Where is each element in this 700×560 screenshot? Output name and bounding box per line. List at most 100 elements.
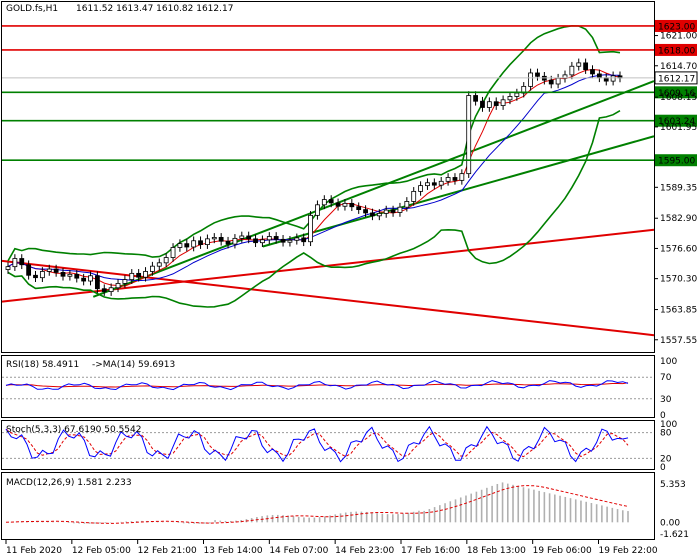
- candle-down: [301, 237, 307, 243]
- macd-axis: 5.353 0.00 -1.621: [660, 480, 689, 540]
- level-label: 1618.00: [658, 46, 695, 56]
- candle-up: [115, 283, 121, 289]
- indicator-tick-label: 0: [660, 411, 666, 421]
- rsi-panel: 100 70 30 0 RSI(18) 58.4911 ->MA(14) 59.691…: [1, 355, 677, 421]
- candle-up: [205, 238, 210, 246]
- current-price-label: 1612.17: [658, 74, 695, 84]
- time-tick-label: 18 Feb 13:00: [467, 546, 526, 556]
- candle-down: [473, 95, 478, 102]
- indicator-tick-label: 0.00: [660, 518, 680, 528]
- price-panel-frame: [1, 1, 655, 353]
- candle-up: [555, 77, 561, 85]
- indicator-tick-label: -1.621: [660, 530, 689, 540]
- time-tick-label: 11 Feb 2020: [6, 546, 62, 556]
- level-label: 1603.24: [658, 117, 695, 127]
- macd-panel-frame: [1, 472, 655, 540]
- indicator-tick-label: 30: [660, 395, 672, 405]
- price-panel: 1623.00 1618.00 1609.16 1603.24 1595.00 1612.…: [1, 1, 698, 353]
- candle-down: [101, 288, 107, 292]
- candle-up: [177, 243, 183, 248]
- candle-up: [569, 65, 575, 76]
- indicator-tick-label: 0: [660, 463, 666, 473]
- candle-up: [108, 287, 114, 292]
- candle-up: [610, 75, 616, 82]
- level-label-box: [655, 86, 697, 99]
- current-price-box: [654, 71, 698, 85]
- candle-down: [246, 235, 252, 240]
- candle-down: [218, 237, 224, 242]
- candle-down: [74, 273, 80, 279]
- macd-signal-line: [5, 485, 629, 524]
- candle-up: [383, 209, 389, 214]
- price-tick-label: 1576.60: [660, 244, 697, 254]
- level-label-box: [655, 154, 697, 167]
- candle-up: [239, 235, 245, 239]
- price-tick-label: 1601.95: [660, 123, 697, 133]
- candle-up: [156, 262, 162, 267]
- candle-up: [459, 173, 465, 181]
- indicator-tick-label: 5.353: [660, 480, 686, 490]
- candle-down: [390, 209, 396, 213]
- candle-down: [60, 272, 66, 277]
- candle-up: [150, 265, 155, 272]
- macd-panel: 5.353 0.00 -1.621 MACD(12,26,9) 1.581 2.23…: [1, 472, 689, 540]
- candle-up: [122, 279, 128, 284]
- candle-up: [163, 257, 169, 264]
- level-label: 1609.16: [658, 89, 695, 99]
- candle-up: [528, 72, 534, 87]
- horizontal-levels: 1623.00 1618.00 1609.16 1603.24 1595.00 1612.…: [2, 19, 698, 167]
- candle-up: [397, 206, 403, 213]
- candle-down: [363, 209, 368, 214]
- bollinger-lower: [7, 110, 621, 308]
- candle-down: [596, 73, 602, 79]
- candle-up: [39, 271, 45, 279]
- candle-up: [266, 236, 272, 241]
- trend-line: [1, 259, 655, 337]
- candle-down: [493, 101, 499, 106]
- candle-up: [576, 62, 582, 67]
- candle-up: [5, 266, 11, 270]
- candle-up: [287, 239, 293, 243]
- candle-down: [535, 72, 540, 77]
- stoch-main-line: [5, 425, 629, 463]
- candle-up: [321, 199, 327, 206]
- price-tick-label: 1614.70: [660, 62, 697, 72]
- level-label: 1595.00: [658, 157, 695, 167]
- candle-down: [81, 277, 87, 282]
- macd-label: MACD(12,26,9) 1.581 2.233: [6, 478, 132, 488]
- candle-up: [294, 237, 300, 241]
- candle-down: [19, 258, 25, 266]
- candle-down: [452, 177, 458, 181]
- candle-down: [335, 202, 341, 207]
- candle-up: [260, 239, 265, 244]
- candle-up: [129, 272, 135, 281]
- price-tick-label: 1563.85: [660, 306, 697, 316]
- candle-up: [486, 101, 492, 108]
- candlesticks: [5, 58, 623, 296]
- candle-down: [225, 240, 231, 245]
- stoch-signal-line: [5, 428, 629, 458]
- candle-down: [136, 272, 142, 278]
- candle-down: [370, 212, 375, 217]
- candle-up: [500, 99, 506, 106]
- price-tick-label: 1557.55: [660, 336, 697, 346]
- candle-down: [280, 238, 286, 243]
- time-tick-label: 17 Feb 16:00: [401, 546, 460, 556]
- price-tick-label: 1608.15: [660, 93, 697, 103]
- bollinger-upper: [7, 24, 621, 262]
- stoch-label: Stoch(5,3,3) 67.6190 50.5542: [6, 425, 141, 435]
- candle-down: [356, 206, 362, 211]
- time-tick-label: 19 Feb 22:00: [599, 546, 658, 556]
- candle-down: [548, 79, 554, 85]
- time-tick-label: 19 Feb 06:00: [533, 546, 592, 556]
- bollinger-bands: [7, 24, 621, 308]
- candle-up: [46, 268, 52, 272]
- time-tick-label: 14 Feb 07:00: [269, 546, 328, 556]
- level-label-box: [655, 19, 697, 32]
- candle-up: [88, 275, 93, 282]
- rsi-ma-label: ->MA(14) 59.6913: [92, 360, 175, 370]
- time-tick-label: 14 Feb 23:00: [335, 546, 394, 556]
